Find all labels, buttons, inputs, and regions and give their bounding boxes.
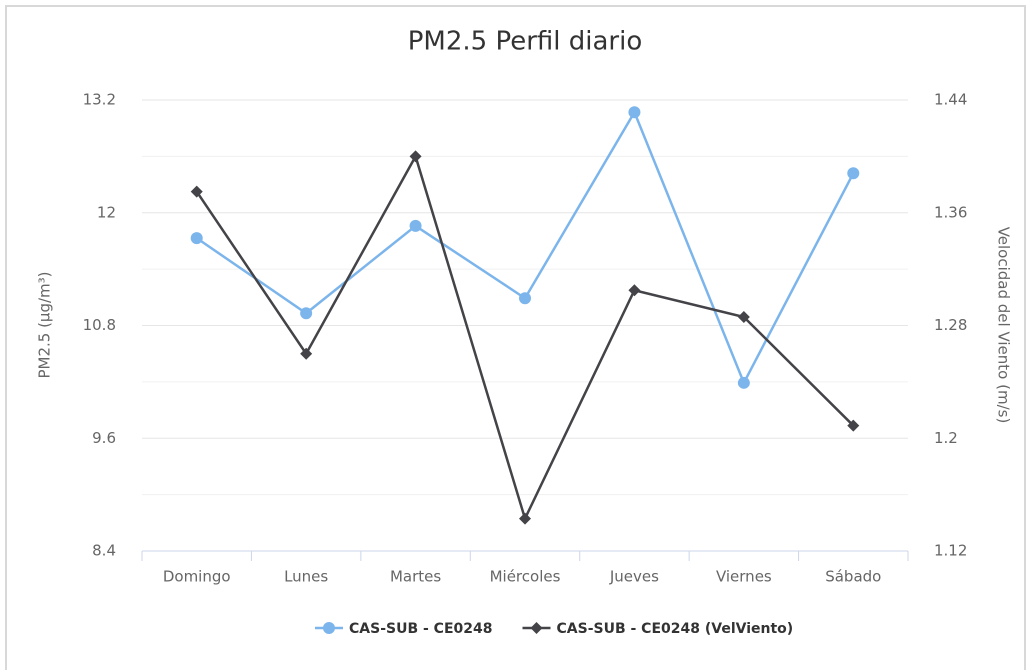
y2-tick-label: 1.28: [934, 316, 967, 334]
x-tick-label: Jueves: [609, 568, 659, 586]
x-tick-label: Sábado: [825, 568, 881, 586]
y-tick-label: 9.6: [92, 429, 116, 447]
y-tick-label: 10.8: [83, 316, 116, 334]
point: [737, 376, 750, 389]
point: [519, 292, 531, 305]
point: [628, 284, 641, 297]
y2-tick-label: 1.2: [934, 429, 958, 447]
x-tick-label: Lunes: [284, 568, 328, 586]
legend-label: CAS-SUB - CE0248 (VelViento): [557, 621, 794, 637]
point: [300, 307, 313, 320]
chart-border: [5, 5, 1026, 670]
point: [530, 622, 543, 634]
x-tick-label: Domingo: [163, 568, 231, 586]
point: [847, 419, 860, 432]
chart-title: PM2.5 Perfil diario: [408, 27, 643, 57]
point: [323, 622, 335, 634]
y-tick-label: 12: [97, 203, 116, 221]
point: [519, 512, 531, 525]
point: [409, 150, 422, 163]
y-tick-label: 8.4: [92, 542, 116, 560]
x-tick-label: Viernes: [716, 568, 772, 586]
point: [409, 219, 422, 232]
point: [300, 347, 313, 360]
y2-axis-label: Velocidad del Viento (m/s): [995, 227, 1013, 424]
point: [847, 167, 860, 180]
y2-tick-label: 1.44: [934, 91, 967, 109]
point: [190, 185, 203, 198]
y-tick-label: 13.2: [83, 91, 116, 109]
y2-tick-label: 1.36: [934, 203, 967, 221]
point: [628, 106, 641, 119]
y-axis-label: PM2.5 (µg/m³): [36, 271, 54, 378]
x-tick-label: Martes: [390, 568, 441, 586]
point: [737, 311, 750, 324]
point: [190, 232, 203, 245]
y2-tick-label: 1.12: [934, 542, 967, 560]
x-tick-label: Miércoles: [490, 568, 561, 586]
legend-label: CAS-SUB - CE0248: [349, 621, 493, 637]
